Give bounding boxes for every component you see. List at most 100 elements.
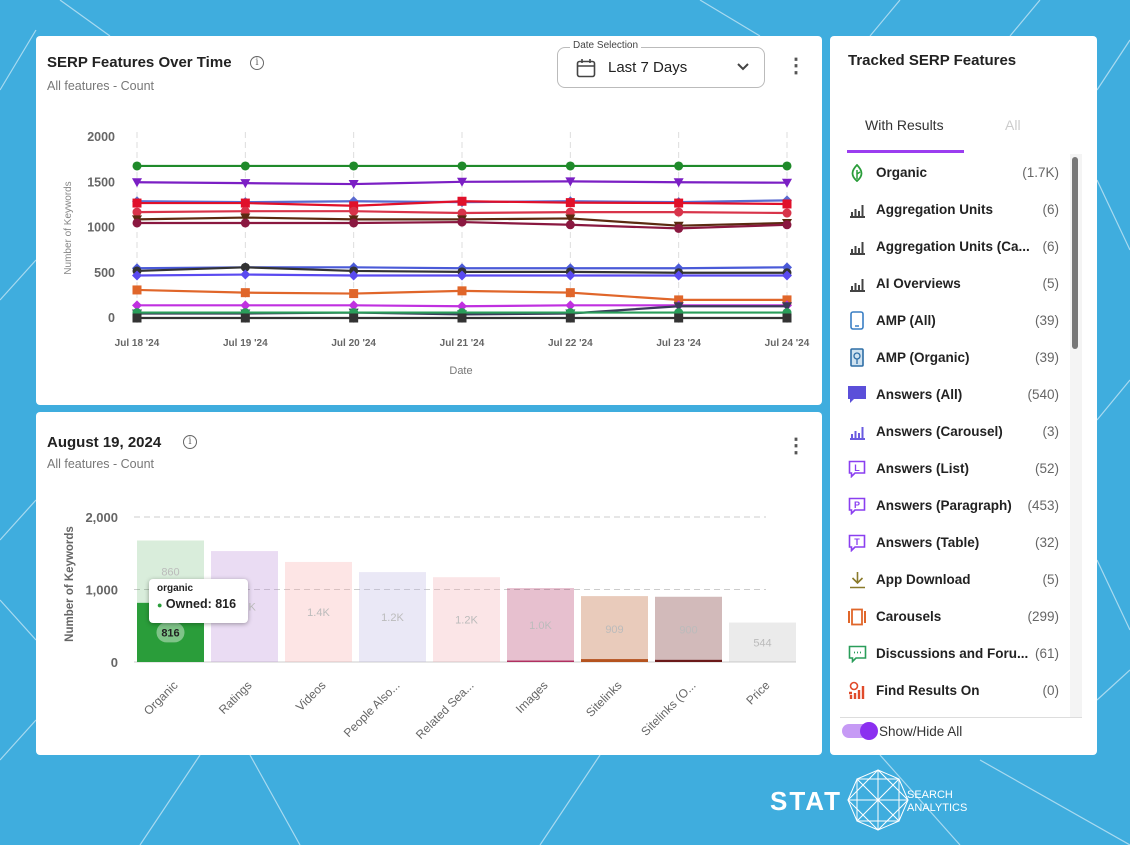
data-point bbox=[457, 177, 467, 187]
more-options-icon[interactable]: ⋮ bbox=[786, 435, 806, 457]
data-point bbox=[240, 179, 251, 189]
show-hide-all-toggle[interactable] bbox=[842, 722, 878, 740]
data-point bbox=[348, 270, 359, 281]
bar-total bbox=[433, 577, 500, 662]
data-point bbox=[348, 300, 359, 311]
x-axis-label: Date bbox=[449, 365, 472, 377]
date-selection-value: Last 7 Days bbox=[608, 59, 688, 76]
divider bbox=[840, 717, 1082, 718]
item-count: (5) bbox=[1042, 276, 1060, 291]
line-series bbox=[132, 177, 792, 190]
chat-dots-icon bbox=[847, 645, 867, 663]
x-tick-label: Sitelinks (O... bbox=[638, 678, 698, 738]
line-series bbox=[132, 161, 792, 171]
panel-title: SERP Features Over Time bbox=[47, 54, 232, 71]
y-tick-label: 1000 bbox=[87, 221, 115, 235]
data-point bbox=[782, 220, 792, 230]
item-count: (540) bbox=[1027, 387, 1059, 402]
data-point bbox=[674, 223, 684, 233]
sidebar-item-answers-paragraph[interactable]: P Answers (Paragraph) (453) bbox=[847, 487, 1073, 524]
item-label: AMP (All) bbox=[876, 313, 936, 328]
sidebar-item-app-download[interactable]: App Download (5) bbox=[847, 561, 1073, 598]
x-tick-label: Jul 24 '24 bbox=[765, 338, 810, 349]
info-icon[interactable]: i bbox=[183, 435, 197, 449]
sidebar-item-ai-overviews[interactable]: AI Overviews (5) bbox=[847, 265, 1073, 302]
data-point bbox=[674, 207, 684, 217]
sidebar-item-amp-organic[interactable]: AMP (Organic) (39) bbox=[847, 339, 1073, 376]
line-series bbox=[132, 285, 792, 305]
sidebar-item-find-results-on[interactable]: Find Results On (0) bbox=[847, 672, 1073, 709]
sidebar-item-answers-all[interactable]: Answers (All) (540) bbox=[847, 376, 1073, 413]
item-label: App Download bbox=[876, 572, 971, 587]
bar-chart-icon bbox=[847, 275, 867, 293]
data-point bbox=[565, 300, 576, 311]
sidebar-item-answers-table[interactable]: T Answers (Table) (32) bbox=[847, 524, 1073, 561]
feature-list: Organic (1.7K) Aggregation Units (6) Aggrega… bbox=[847, 154, 1073, 709]
serp-features-over-time-panel: SERP Features Over Time i All features -… bbox=[36, 36, 822, 405]
data-point bbox=[240, 288, 250, 298]
item-count: (0) bbox=[1042, 683, 1060, 698]
owned-label-badge bbox=[156, 622, 185, 643]
sidebar-item-aggregation-units-ca[interactable]: Aggregation Units (Ca... (6) bbox=[847, 228, 1073, 265]
sidebar-item-discussions-and-foru[interactable]: Discussions and Foru... (61) bbox=[847, 635, 1073, 672]
bar: 900 bbox=[655, 596, 722, 662]
search-bars-icon bbox=[847, 681, 867, 700]
sidebar-item-amp-all[interactable]: AMP (All) (39) bbox=[847, 302, 1073, 339]
toggle-knob bbox=[860, 722, 878, 740]
data-point bbox=[565, 177, 576, 187]
x-tick-label: Organic bbox=[141, 678, 181, 718]
x-tick-label: Jul 19 '24 bbox=[223, 338, 268, 349]
bar-data-label: 909 bbox=[605, 624, 623, 636]
date-selection-dropdown[interactable]: Date Selection Last 7 Days bbox=[557, 40, 765, 88]
item-label: Discussions and Foru... bbox=[876, 646, 1029, 661]
bar-data-label: 860 bbox=[161, 567, 179, 579]
tab-all[interactable]: All bbox=[1005, 117, 1021, 133]
data-point bbox=[457, 313, 467, 323]
logo-globe-icon bbox=[847, 769, 909, 831]
stat-logo: STAT SEARCH ANALYTICS bbox=[770, 768, 990, 843]
scrollbar-thumb[interactable] bbox=[1072, 157, 1078, 349]
bar-data-label: 1.0K bbox=[529, 620, 552, 632]
data-point bbox=[240, 218, 250, 228]
item-label: Answers (All) bbox=[876, 387, 963, 402]
bubble-l-icon: L bbox=[847, 460, 867, 478]
data-point bbox=[565, 207, 575, 217]
item-count: (453) bbox=[1027, 498, 1059, 513]
data-point bbox=[565, 288, 575, 298]
data-point bbox=[349, 289, 359, 299]
bar-chart-icon bbox=[847, 201, 867, 219]
data-point bbox=[674, 161, 684, 171]
data-point bbox=[132, 285, 142, 295]
item-count: (32) bbox=[1034, 535, 1059, 550]
sidebar-item-organic[interactable]: Organic (1.7K) bbox=[847, 154, 1073, 191]
speech-bubble-icon bbox=[847, 386, 867, 404]
item-label: Answers (List) bbox=[876, 461, 970, 476]
sidebar-item-answers-carousel[interactable]: Answers (Carousel) (3) bbox=[847, 413, 1073, 450]
bar-chart: 0 1,000 2,000 Number of Keywords 860 816 Organ… bbox=[64, 510, 796, 742]
data-point bbox=[457, 161, 467, 171]
item-label: Answers (Table) bbox=[876, 535, 980, 550]
item-label: Carousels bbox=[876, 609, 942, 624]
scrollbar[interactable] bbox=[1070, 154, 1082, 718]
data-point bbox=[565, 161, 575, 171]
bar-total bbox=[655, 596, 722, 662]
sidebar-item-carousels[interactable]: Carousels (299) bbox=[847, 598, 1073, 635]
tab-with-results[interactable]: With Results bbox=[865, 117, 944, 133]
y-tick-label: 500 bbox=[94, 266, 115, 280]
item-count: (61) bbox=[1034, 646, 1059, 661]
item-count: (299) bbox=[1027, 609, 1059, 624]
data-point bbox=[240, 262, 250, 272]
data-point bbox=[565, 270, 576, 281]
x-tick-label: Jul 22 '24 bbox=[548, 338, 593, 349]
sidebar-item-answers-list[interactable]: L Answers (List) (52) bbox=[847, 450, 1073, 487]
line-series bbox=[132, 206, 792, 218]
bar-data-label: 1.4K bbox=[307, 607, 330, 619]
x-tick-label: Sitelinks bbox=[583, 678, 624, 719]
more-options-icon[interactable]: ⋮ bbox=[786, 55, 806, 77]
data-point bbox=[782, 270, 792, 281]
bar: 544 bbox=[729, 622, 796, 662]
item-count: (6) bbox=[1042, 239, 1060, 254]
sidebar-item-aggregation-units[interactable]: Aggregation Units (6) bbox=[847, 191, 1073, 228]
info-icon[interactable]: i bbox=[250, 56, 264, 70]
tooltip-title: organic bbox=[157, 583, 194, 594]
